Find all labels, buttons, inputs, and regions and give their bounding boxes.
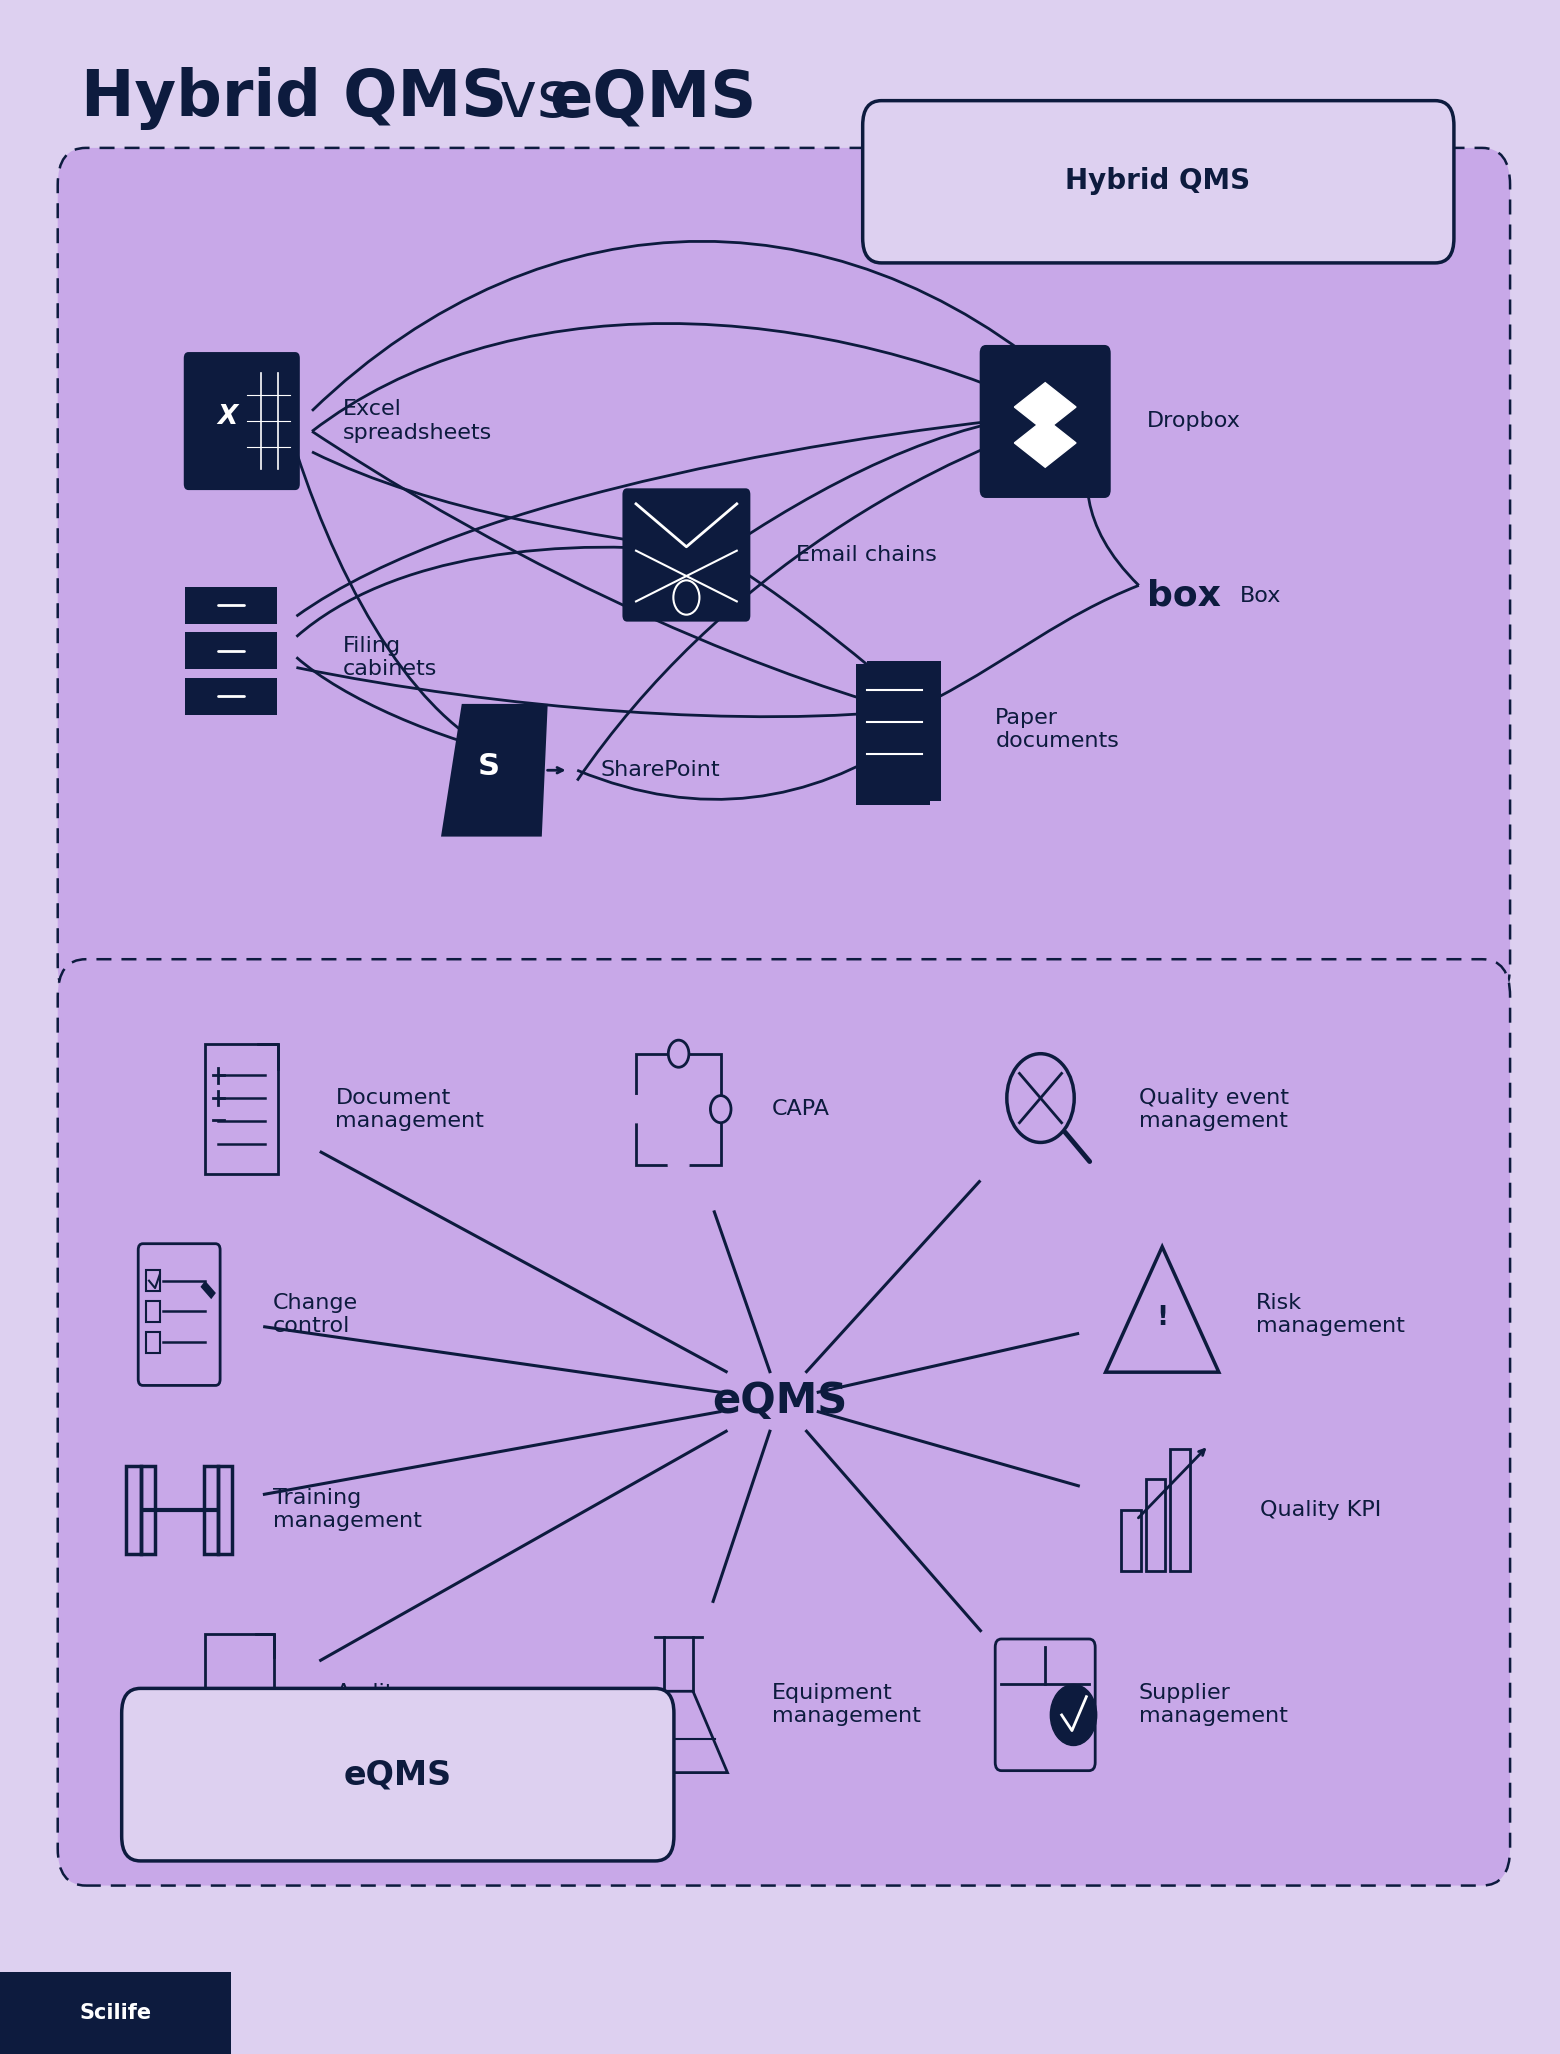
Text: Scilife: Scilife (80, 2003, 151, 2023)
Text: Quality KPI: Quality KPI (1260, 1499, 1382, 1520)
FancyBboxPatch shape (122, 1688, 674, 1861)
Text: S: S (477, 752, 499, 781)
FancyBboxPatch shape (184, 587, 278, 624)
Text: Filing
cabinets: Filing cabinets (343, 635, 437, 680)
Circle shape (626, 1095, 647, 1124)
FancyBboxPatch shape (856, 665, 930, 805)
Text: Audit
management: Audit management (335, 1682, 484, 1727)
Text: Dropbox: Dropbox (1147, 411, 1240, 431)
Text: Training
management: Training management (273, 1487, 421, 1532)
Text: Hybrid QMS: Hybrid QMS (1065, 166, 1250, 195)
Text: Paper
documents: Paper documents (995, 707, 1119, 752)
FancyBboxPatch shape (863, 101, 1454, 263)
FancyBboxPatch shape (622, 489, 750, 622)
Text: !: ! (1156, 1304, 1168, 1331)
Circle shape (231, 1697, 281, 1760)
Text: eQMS: eQMS (713, 1380, 847, 1421)
Text: Quality event
management: Quality event management (1139, 1087, 1289, 1132)
FancyBboxPatch shape (980, 345, 1111, 497)
Text: Box: Box (1240, 585, 1282, 606)
Polygon shape (1014, 382, 1076, 431)
Polygon shape (200, 1282, 215, 1298)
Polygon shape (441, 705, 548, 836)
FancyBboxPatch shape (184, 678, 278, 715)
FancyBboxPatch shape (0, 1972, 231, 2054)
Text: CAPA: CAPA (772, 1099, 830, 1119)
Circle shape (1050, 1684, 1097, 1746)
FancyBboxPatch shape (58, 959, 1510, 1886)
Text: Excel
spreadsheets: Excel spreadsheets (343, 398, 493, 444)
Text: Document
management: Document management (335, 1087, 484, 1132)
FancyBboxPatch shape (867, 661, 941, 801)
Text: eQMS: eQMS (549, 68, 757, 129)
Polygon shape (1014, 419, 1076, 466)
Text: vs: vs (479, 68, 591, 129)
Text: Supplier
management: Supplier management (1139, 1682, 1287, 1727)
Text: SharePoint: SharePoint (601, 760, 721, 781)
Text: Risk
management: Risk management (1256, 1292, 1404, 1337)
Circle shape (668, 1150, 690, 1179)
Text: Email chains: Email chains (796, 544, 936, 565)
FancyBboxPatch shape (184, 351, 300, 491)
Text: box: box (1147, 579, 1220, 612)
Circle shape (710, 1095, 732, 1124)
Text: Hybrid QMS: Hybrid QMS (81, 68, 507, 129)
FancyBboxPatch shape (184, 633, 278, 670)
Text: eQMS: eQMS (343, 1758, 452, 1791)
Text: X: X (217, 405, 239, 431)
Text: Change
control: Change control (273, 1292, 359, 1337)
Circle shape (668, 1039, 690, 1068)
FancyBboxPatch shape (58, 148, 1510, 1002)
Text: Equipment
management: Equipment management (772, 1682, 920, 1727)
